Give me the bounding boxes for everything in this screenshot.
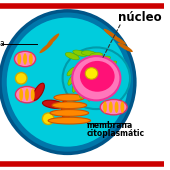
Ellipse shape <box>72 81 78 92</box>
Ellipse shape <box>25 88 29 101</box>
Ellipse shape <box>79 87 84 98</box>
Ellipse shape <box>31 88 35 101</box>
Text: citoplasmátic: citoplasmátic <box>87 129 145 138</box>
Ellipse shape <box>100 99 127 115</box>
Ellipse shape <box>111 35 126 45</box>
Ellipse shape <box>115 101 118 113</box>
Ellipse shape <box>65 52 79 60</box>
Ellipse shape <box>85 68 98 79</box>
Ellipse shape <box>42 113 54 124</box>
Text: núcleo: núcleo <box>117 11 161 24</box>
Ellipse shape <box>120 101 124 113</box>
Ellipse shape <box>19 88 23 101</box>
Ellipse shape <box>47 33 59 46</box>
Text: membrana: membrana <box>87 121 133 130</box>
Ellipse shape <box>80 61 115 92</box>
Text: a: a <box>0 39 5 48</box>
Ellipse shape <box>29 53 33 65</box>
Ellipse shape <box>90 53 103 58</box>
Ellipse shape <box>63 47 130 109</box>
Ellipse shape <box>103 101 107 113</box>
Ellipse shape <box>68 75 75 85</box>
Ellipse shape <box>81 51 96 56</box>
Ellipse shape <box>109 101 113 113</box>
Ellipse shape <box>104 29 118 39</box>
Ellipse shape <box>7 18 128 147</box>
Ellipse shape <box>87 88 92 101</box>
Ellipse shape <box>15 72 27 84</box>
Ellipse shape <box>67 67 76 76</box>
Ellipse shape <box>52 102 87 109</box>
Ellipse shape <box>0 11 135 153</box>
Ellipse shape <box>110 68 118 77</box>
Ellipse shape <box>62 100 70 122</box>
Ellipse shape <box>42 100 63 108</box>
Ellipse shape <box>48 117 91 124</box>
Ellipse shape <box>105 61 117 69</box>
Ellipse shape <box>14 51 36 67</box>
Ellipse shape <box>72 56 120 100</box>
Ellipse shape <box>54 94 85 101</box>
Ellipse shape <box>103 82 109 94</box>
Ellipse shape <box>50 109 89 116</box>
Ellipse shape <box>23 53 27 65</box>
Ellipse shape <box>33 83 44 100</box>
Ellipse shape <box>98 56 110 62</box>
Ellipse shape <box>118 43 133 52</box>
Ellipse shape <box>17 53 21 65</box>
Ellipse shape <box>109 76 115 86</box>
Ellipse shape <box>39 42 53 53</box>
Ellipse shape <box>96 86 101 99</box>
Ellipse shape <box>73 50 87 56</box>
Ellipse shape <box>15 86 39 103</box>
